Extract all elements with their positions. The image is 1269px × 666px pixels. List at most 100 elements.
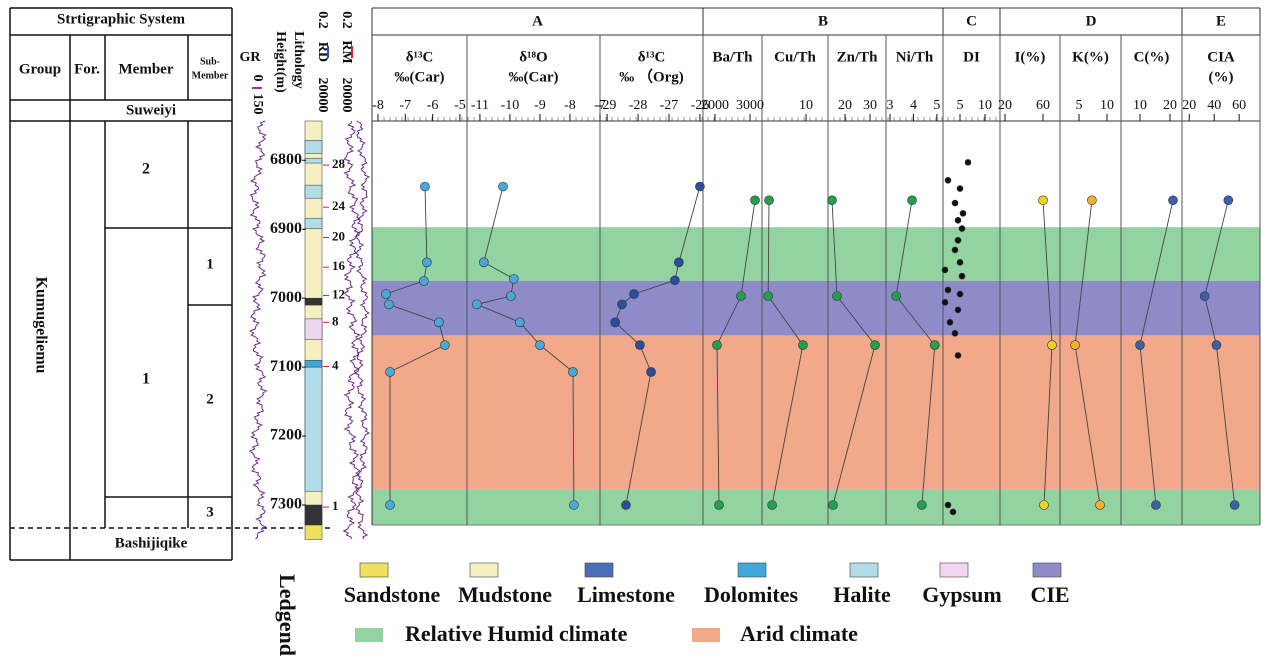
data-point	[1070, 340, 1080, 350]
data-point	[954, 306, 962, 314]
x-tick-label: 40	[1207, 98, 1221, 113]
data-point	[420, 181, 430, 192]
layer-number: 16	[332, 258, 346, 273]
data-point	[946, 319, 954, 326]
data-point	[1168, 195, 1178, 206]
data-point	[949, 508, 957, 516]
x-tick-label: 2000	[701, 98, 729, 113]
data-point	[964, 159, 972, 166]
panel-label: ‰(Car)	[509, 69, 559, 85]
lithology-bed	[304, 359, 323, 368]
legend-label: Gypsum	[922, 582, 1001, 607]
y-tick-label: 7200	[270, 427, 302, 444]
climate-zone	[372, 227, 1260, 281]
x-tick-label: 3000	[736, 98, 764, 113]
data-point	[944, 286, 952, 294]
data-point	[828, 500, 838, 510]
gr-label: GR	[240, 50, 262, 65]
x-tick-label: -8	[372, 98, 384, 113]
panel-label: I(%)	[1015, 49, 1046, 65]
data-point	[1211, 340, 1222, 350]
data-point	[535, 340, 545, 350]
data-point	[1199, 291, 1210, 301]
sub-member: 1	[206, 256, 214, 272]
panel-label: Cu/Th	[774, 49, 816, 65]
log-curve	[342, 120, 362, 540]
x-tick-label: 5	[933, 98, 940, 113]
data-point	[929, 340, 940, 350]
lithology-bed	[304, 524, 323, 540]
data-point	[941, 299, 949, 306]
lithology-bed	[304, 297, 323, 306]
group-label: E	[1216, 13, 1226, 29]
sub-member: 3	[206, 504, 214, 520]
log-curve	[353, 120, 371, 540]
data-point	[944, 501, 952, 509]
data-point	[954, 352, 962, 359]
legend-label: CIE	[1030, 582, 1069, 607]
rd-min: 0.2	[315, 11, 330, 29]
x-tick-label: -29	[598, 98, 617, 113]
legend-swatch	[737, 562, 767, 578]
lithology-bed	[304, 140, 323, 154]
x-tick-label: 20	[998, 98, 1012, 113]
data-point	[1087, 195, 1097, 206]
y-tick-label: 7100	[270, 358, 302, 375]
x-tick-label: 3	[886, 98, 893, 113]
data-point	[951, 246, 959, 254]
strat-table: Strtigraphic System Group For. Member Su…	[9, 7, 330, 561]
legend-label: Halite	[833, 582, 891, 607]
legend-swatch	[469, 562, 499, 578]
climate-zone	[372, 280, 1260, 336]
x-tick-label: -26	[691, 98, 710, 113]
x-tick-label: 4	[910, 98, 917, 113]
data-point	[568, 367, 578, 377]
unit-bottom: Bashijiqike	[115, 535, 188, 551]
gr-min: 0	[250, 75, 265, 82]
log-headers: GR 0 150 Height(m) Lithology 0.2 RD 2000…	[240, 11, 354, 114]
series-line	[716, 200, 756, 506]
legend-swatch	[355, 628, 383, 642]
data-point	[941, 266, 949, 274]
x-tick-label: 10	[1100, 98, 1114, 113]
data-point	[385, 500, 395, 510]
rm-min: 0.2	[339, 11, 354, 29]
x-tick-label: -5	[454, 98, 466, 113]
data-point	[621, 500, 631, 510]
layer-number: 20	[332, 228, 345, 243]
legend-swatch	[692, 628, 720, 642]
y-tick-label: 7300	[270, 496, 302, 513]
data-point	[870, 340, 880, 350]
data-point	[419, 276, 429, 286]
plot: 6800 6900 7000 7100 7200 7300 28 24 20 16 12 8 4 1 Aδ¹…	[248, 7, 1261, 656]
layer-number: 8	[332, 313, 339, 328]
panel-label: Ni/Th	[896, 49, 934, 65]
data-point	[434, 317, 444, 328]
layer-number: 28	[332, 156, 346, 171]
rd-max: 20000	[315, 78, 330, 113]
data-point	[944, 176, 952, 184]
header: Member	[192, 70, 229, 81]
x-tick-label: 20	[1163, 98, 1177, 113]
panel-label: δ¹³C	[406, 49, 434, 65]
strat-title: Strtigraphic System	[57, 11, 185, 27]
data-point	[951, 330, 959, 337]
data-point	[736, 291, 746, 301]
data-point	[714, 500, 724, 510]
data-point	[907, 195, 917, 206]
data-point	[509, 274, 519, 284]
x-tick-label: 10	[1133, 98, 1147, 113]
data-point	[917, 500, 927, 510]
x-tick-label: -9	[534, 98, 546, 113]
x-tick-label: 5	[957, 98, 964, 113]
data-point	[635, 340, 645, 350]
data-point	[1151, 500, 1161, 510]
legend-swatch	[1032, 562, 1062, 578]
unit-top: Suweiyi	[126, 102, 176, 118]
legend-label: Sandstone	[344, 582, 441, 607]
header: Sub-	[200, 56, 220, 67]
data-point	[1038, 195, 1048, 206]
y-tick-label: 6900	[270, 220, 302, 237]
lithology-bed	[304, 217, 323, 229]
legend-swatch	[584, 562, 614, 578]
